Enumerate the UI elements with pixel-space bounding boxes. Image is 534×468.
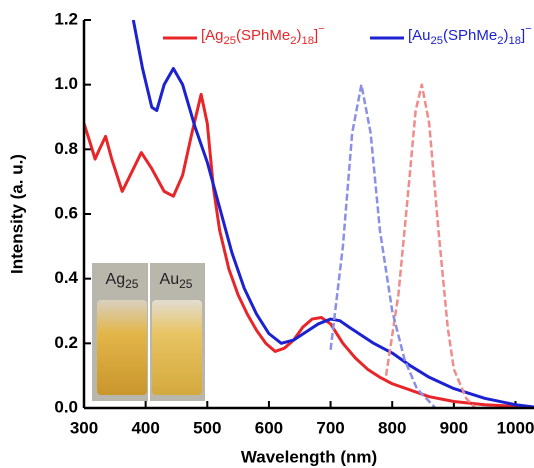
text-part: ) bbox=[503, 27, 508, 44]
y-tick-label: 0.0 bbox=[54, 397, 78, 416]
text-part: 2 bbox=[497, 35, 503, 47]
text-part: ] bbox=[314, 27, 318, 44]
absorption-line bbox=[131, 20, 534, 408]
text-part: 25 bbox=[431, 35, 444, 47]
inset-label: Ag25 bbox=[106, 271, 139, 291]
x-tick-label: 700 bbox=[316, 418, 344, 437]
y-tick-label: 0.4 bbox=[54, 268, 78, 287]
text-part: 18 bbox=[508, 35, 521, 47]
text-part: − bbox=[318, 23, 325, 35]
y-tick-label: 0.6 bbox=[54, 203, 78, 222]
text-part: 25 bbox=[179, 277, 193, 291]
legend-label: [Au25(SPhMe2)18]− bbox=[408, 23, 532, 47]
emission-line bbox=[384, 83, 477, 408]
legend-label: [Ag25(SPhMe2)18]− bbox=[201, 23, 325, 47]
text-part: 25 bbox=[125, 277, 139, 291]
text-part: [Ag bbox=[201, 27, 224, 44]
y-tick-label: 0.8 bbox=[54, 139, 78, 158]
x-tick-label: 300 bbox=[70, 418, 98, 437]
text-part: 18 bbox=[301, 35, 314, 47]
vial bbox=[97, 300, 147, 395]
inset-photo: Ag25 Au25 bbox=[92, 263, 205, 401]
inset-label: Au25 bbox=[160, 271, 193, 291]
y-tick-label: 0.2 bbox=[54, 333, 78, 352]
emission-line bbox=[329, 83, 437, 408]
text-part: Ag bbox=[106, 271, 126, 288]
y-axis-label: Intensity (a. u.) bbox=[7, 154, 26, 274]
x-tick-label: 800 bbox=[378, 418, 406, 437]
text-part: [Au bbox=[408, 27, 431, 44]
plot-area bbox=[84, 20, 534, 408]
x-tick-label: 400 bbox=[131, 418, 159, 437]
absorption-line bbox=[84, 92, 534, 408]
vial bbox=[152, 300, 202, 395]
x-axis-label: Wavelength (nm) bbox=[241, 447, 377, 466]
text-part: 25 bbox=[224, 35, 237, 47]
text-part: ] bbox=[521, 27, 525, 44]
y-tick-label: 1.2 bbox=[54, 9, 78, 28]
text-part: Au bbox=[160, 271, 180, 288]
x-tick-label: 900 bbox=[440, 418, 468, 437]
x-tick-label: 600 bbox=[255, 418, 283, 437]
text-part: (SPhMe bbox=[236, 27, 290, 44]
x-tick-label: 1000 bbox=[497, 418, 534, 437]
text-part: 2 bbox=[290, 35, 296, 47]
text-part: ) bbox=[296, 27, 301, 44]
y-tick-label: 1.0 bbox=[54, 74, 78, 93]
text-part: (SPhMe bbox=[443, 27, 497, 44]
text-part: − bbox=[525, 23, 532, 35]
x-tick-label: 500 bbox=[193, 418, 221, 437]
